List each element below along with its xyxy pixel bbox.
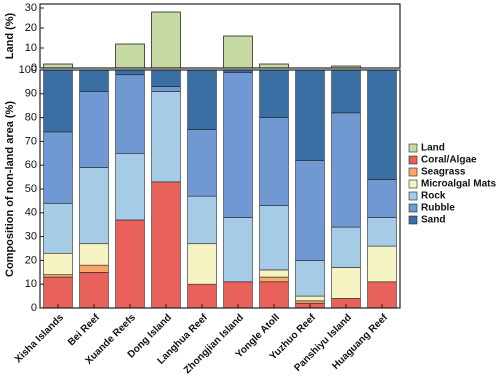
bar-segment bbox=[367, 69, 397, 180]
y-tick-label: 0 bbox=[31, 302, 37, 314]
y-axis-label: Land (%) bbox=[4, 12, 16, 59]
legend-label: Sand bbox=[421, 215, 445, 226]
y-tick-label: 10 bbox=[25, 278, 37, 290]
legend-swatch bbox=[408, 143, 418, 153]
legend-swatch bbox=[408, 215, 418, 225]
y-tick-label: 60 bbox=[25, 159, 37, 171]
legend-label: Seagrass bbox=[421, 167, 466, 178]
bar-segment bbox=[259, 117, 289, 206]
bar-segment bbox=[331, 69, 361, 114]
bar-segment bbox=[259, 281, 289, 309]
bar-segment bbox=[43, 131, 73, 204]
legend-label: Microalgal Mats bbox=[421, 179, 496, 190]
x-tick-label: Bei Reef bbox=[66, 312, 103, 349]
legend-swatch bbox=[408, 203, 418, 213]
bar-segment bbox=[79, 271, 109, 309]
y-tick-label: 30 bbox=[25, 2, 37, 14]
bar-segment bbox=[367, 217, 397, 247]
y-tick-label: 0 bbox=[31, 62, 37, 74]
bar-segment bbox=[43, 69, 73, 133]
bar-segment bbox=[259, 69, 289, 118]
bar-segment bbox=[367, 245, 397, 283]
bar-segment bbox=[259, 276, 289, 283]
bar-segment bbox=[79, 264, 109, 273]
bar-segment bbox=[331, 112, 361, 228]
legend-label: Rock bbox=[421, 191, 446, 202]
bar-segment bbox=[115, 69, 145, 76]
bar-segment bbox=[331, 226, 361, 268]
y-tick-label: 100 bbox=[19, 64, 37, 76]
bar-segment bbox=[295, 300, 325, 304]
bar-segment bbox=[187, 69, 217, 130]
bar-segment bbox=[115, 74, 145, 154]
bar-segment bbox=[295, 260, 325, 297]
legend-swatch bbox=[408, 155, 418, 165]
bar-segment bbox=[223, 72, 253, 218]
bar-segment bbox=[43, 274, 73, 278]
bar-segment bbox=[187, 129, 217, 197]
bar-segment bbox=[79, 69, 109, 92]
bar-segment bbox=[367, 179, 397, 218]
bar-segment bbox=[223, 217, 253, 283]
bar-segment bbox=[295, 160, 325, 261]
bar-segment bbox=[295, 69, 325, 161]
y-tick-label: 30 bbox=[25, 231, 37, 243]
bar-segment bbox=[43, 276, 73, 309]
y-tick-label: 40 bbox=[25, 207, 37, 219]
legend-label: Rubble bbox=[421, 203, 455, 214]
y-tick-label: 70 bbox=[25, 135, 37, 147]
y-tick-label: 20 bbox=[25, 254, 37, 266]
bar-segment bbox=[295, 295, 325, 302]
bar-segment bbox=[115, 219, 145, 309]
bar-segment bbox=[331, 267, 361, 299]
bar-segment bbox=[43, 202, 73, 254]
bar-segment bbox=[151, 91, 181, 183]
y-tick-label: 20 bbox=[25, 22, 37, 34]
bar-segment bbox=[151, 86, 181, 92]
bar-segment bbox=[43, 252, 73, 275]
bar-segment bbox=[115, 153, 145, 221]
legend-swatch bbox=[408, 191, 418, 201]
y-tick-label: 80 bbox=[25, 112, 37, 124]
legend-label: Coral/Algae bbox=[421, 155, 477, 166]
y-axis-label: Composition of non-land area (%) bbox=[4, 101, 16, 277]
bar bbox=[151, 11, 181, 69]
bar-segment bbox=[79, 91, 109, 168]
bar-segment bbox=[151, 181, 181, 309]
bar-segment bbox=[79, 167, 109, 245]
bar-segment bbox=[259, 269, 289, 278]
legend-label: Land bbox=[421, 143, 445, 154]
bar-segment bbox=[187, 195, 217, 245]
legend-swatch bbox=[408, 179, 418, 189]
bar-segment bbox=[259, 205, 289, 271]
bar bbox=[115, 43, 145, 69]
bar-segment bbox=[79, 243, 109, 266]
plot-frame bbox=[39, 3, 401, 69]
y-tick-label: 90 bbox=[25, 88, 37, 100]
y-tick-label: 50 bbox=[25, 183, 37, 195]
x-tick-label: Xisha Islands bbox=[13, 312, 66, 365]
bar bbox=[223, 35, 253, 69]
bar-segment bbox=[187, 243, 217, 285]
bar-segment bbox=[151, 69, 181, 87]
legend-swatch bbox=[408, 167, 418, 177]
y-tick-label: 10 bbox=[25, 42, 37, 54]
